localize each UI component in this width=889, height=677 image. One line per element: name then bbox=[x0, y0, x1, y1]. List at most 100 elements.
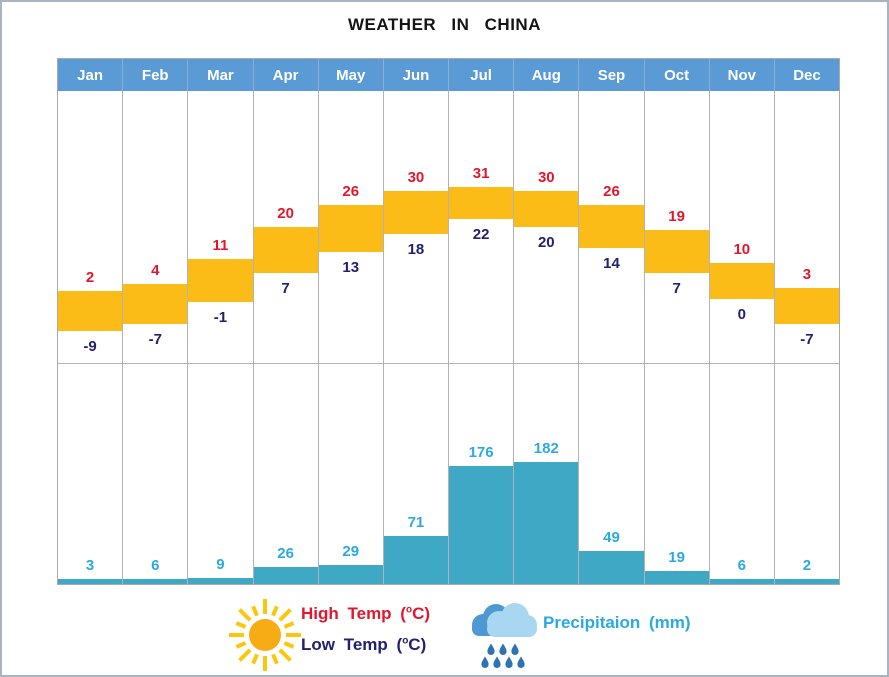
column-jun: 30 18 71 bbox=[383, 91, 450, 584]
precip-cell-sep: 49 bbox=[579, 363, 644, 584]
low-temp-value: -7 bbox=[800, 330, 814, 348]
month-header-dec: Dec bbox=[774, 59, 840, 91]
precip-bar bbox=[383, 536, 449, 584]
column-feb: 4 -7 6 bbox=[123, 91, 189, 584]
month-header-aug: Aug bbox=[514, 59, 580, 91]
low-temp-value: -1 bbox=[213, 309, 228, 327]
precip-bar bbox=[579, 551, 644, 584]
temp-cell-nov: 10 0 bbox=[709, 91, 774, 363]
high-temp-value: 20 bbox=[277, 204, 294, 222]
precip-cell-aug: 182 bbox=[514, 363, 579, 584]
precip-bar bbox=[449, 466, 514, 584]
temp-cell-jan: 2 -9 bbox=[58, 91, 123, 363]
precip-cell-jul: 176 bbox=[449, 363, 514, 584]
legend-high-temp-label: High Temp (oC) bbox=[301, 604, 431, 623]
high-low-temp-bar bbox=[188, 259, 253, 303]
high-temp-value: 2 bbox=[85, 269, 95, 287]
precip-cell-oct: 19 bbox=[644, 363, 709, 584]
high-low-temp-bar bbox=[123, 284, 188, 324]
high-temp-value: 26 bbox=[342, 183, 360, 200]
temp-cell-may: 26 13 bbox=[318, 91, 383, 363]
precip-value: 71 bbox=[407, 514, 425, 531]
column-jul: 31 22 176 bbox=[449, 91, 515, 584]
columns: 2 -9 3 4 -7 6 11 -1 9 20 7 26 26 13 29 30 18 71 31 22 176 30 2… bbox=[58, 91, 840, 584]
precip-cell-apr: 26 bbox=[253, 363, 318, 584]
high-low-temp-bar bbox=[514, 190, 579, 227]
precip-bar bbox=[644, 571, 709, 584]
high-low-temp-bar bbox=[318, 205, 383, 252]
legend-precipitation-label: Precipitaion (mm) bbox=[543, 613, 691, 632]
high-low-temp-bar bbox=[383, 190, 449, 234]
precip-value: 26 bbox=[277, 545, 294, 562]
precip-value: 182 bbox=[533, 440, 559, 457]
temp-cell-jun: 30 18 bbox=[383, 91, 449, 363]
precip-cell-feb: 6 bbox=[123, 363, 188, 584]
temp-cell-dec: 3 -7 bbox=[774, 91, 840, 363]
precip-value: 19 bbox=[668, 549, 685, 566]
precip-cell-nov: 6 bbox=[709, 363, 774, 584]
high-low-temp-bar bbox=[253, 226, 318, 274]
low-temp-value: -7 bbox=[148, 330, 162, 348]
high-low-temp-bar bbox=[709, 262, 774, 299]
precip-value: 6 bbox=[151, 557, 160, 574]
high-temp-value: 30 bbox=[537, 168, 555, 186]
low-temp-value: -9 bbox=[83, 338, 97, 355]
precip-bar bbox=[709, 579, 774, 584]
high-temp-value: 10 bbox=[733, 240, 751, 258]
high-low-temp-bar bbox=[449, 187, 514, 220]
temp-cell-apr: 20 7 bbox=[253, 91, 318, 363]
month-header-feb: Feb bbox=[123, 59, 189, 91]
high-low-temp-bar bbox=[774, 287, 840, 324]
temp-cell-aug: 30 20 bbox=[514, 91, 579, 363]
high-temp-value: 3 bbox=[802, 265, 812, 283]
temp-cell-oct: 19 7 bbox=[644, 91, 709, 363]
low-temp-value: 14 bbox=[603, 255, 620, 273]
high-temp-value: 4 bbox=[151, 262, 160, 280]
low-temp-value: 18 bbox=[407, 240, 425, 258]
high-temp-value: 11 bbox=[212, 237, 229, 254]
column-nov: 10 0 6 bbox=[709, 91, 775, 584]
temp-cell-jul: 31 22 bbox=[449, 91, 514, 363]
temp-cell-sep: 26 14 bbox=[579, 91, 644, 363]
column-sep: 26 14 49 bbox=[579, 91, 645, 584]
sun-icon bbox=[227, 597, 303, 675]
high-low-temp-bar bbox=[579, 205, 644, 249]
column-mar: 11 -1 9 bbox=[188, 91, 254, 584]
column-aug: 30 20 182 bbox=[514, 91, 580, 584]
precip-value: 9 bbox=[216, 556, 225, 573]
month-header-jul: Jul bbox=[449, 59, 515, 91]
precip-bar bbox=[774, 579, 840, 584]
precip-cell-jan: 3 bbox=[58, 363, 123, 584]
high-temp-value: 26 bbox=[603, 183, 620, 200]
precip-value: 176 bbox=[468, 444, 494, 461]
month-header-oct: Oct bbox=[644, 59, 710, 91]
precip-bar bbox=[58, 579, 123, 584]
column-may: 26 13 29 bbox=[318, 91, 384, 584]
month-header-row: Jan Feb Mar Apr May Jun Jul Aug Sep Oct Nov Dec bbox=[58, 59, 840, 91]
high-temp-value: 31 bbox=[472, 165, 490, 182]
low-temp-value: 7 bbox=[672, 280, 681, 298]
column-oct: 19 7 19 bbox=[644, 91, 710, 584]
precip-cell-dec: 2 bbox=[774, 363, 840, 584]
month-header-jun: Jun bbox=[383, 59, 450, 91]
month-header-may: May bbox=[318, 59, 384, 91]
precip-bar bbox=[514, 462, 579, 584]
month-header-jan: Jan bbox=[58, 59, 124, 91]
low-temp-value: 7 bbox=[281, 280, 290, 298]
high-temp-value: 30 bbox=[407, 168, 425, 186]
temp-cell-feb: 4 -7 bbox=[123, 91, 188, 363]
high-low-temp-bar bbox=[58, 291, 123, 331]
month-header-sep: Sep bbox=[579, 59, 645, 91]
month-header-mar: Mar bbox=[188, 59, 254, 91]
precip-bar bbox=[188, 578, 253, 584]
low-temp-value: 22 bbox=[472, 226, 490, 244]
precip-bar bbox=[253, 567, 318, 584]
precip-cell-mar: 9 bbox=[188, 363, 253, 584]
precip-value: 3 bbox=[85, 557, 95, 574]
month-header-apr: Apr bbox=[253, 59, 319, 91]
column-apr: 20 7 26 bbox=[253, 91, 319, 584]
low-temp-value: 0 bbox=[737, 305, 746, 323]
precip-cell-may: 29 bbox=[318, 363, 383, 584]
precip-value: 2 bbox=[802, 557, 812, 574]
